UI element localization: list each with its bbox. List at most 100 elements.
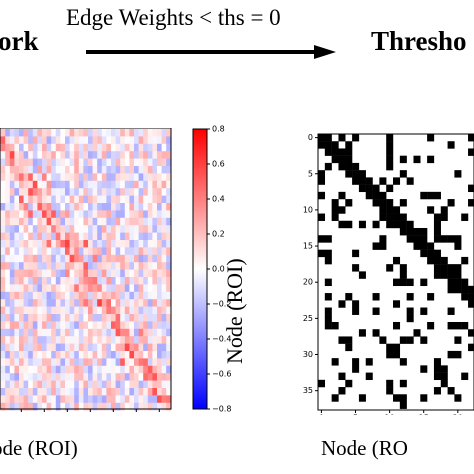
weighted-cell xyxy=(37,254,43,263)
weighted-cell xyxy=(88,343,93,352)
weighted-cell xyxy=(74,343,80,352)
edge-cell xyxy=(338,372,346,381)
weighted-cell xyxy=(65,306,70,315)
weighted-cell xyxy=(74,210,80,219)
weighted-cell xyxy=(143,158,149,167)
weighted-cell xyxy=(134,210,139,219)
weighted-cell xyxy=(32,388,38,396)
weighted-cell xyxy=(69,195,75,204)
weighted-cell xyxy=(115,129,121,137)
weighted-cell xyxy=(134,365,139,374)
weighted-cell xyxy=(23,321,29,330)
edge-cell xyxy=(468,300,474,308)
edge-cell xyxy=(338,206,346,214)
weighted-cell xyxy=(51,262,57,270)
colorbar-tick-label: 0.6 xyxy=(212,160,225,169)
weighted-cell xyxy=(60,351,66,359)
edge-cell xyxy=(468,184,474,193)
weighted-cell xyxy=(28,343,34,352)
weighted-cell xyxy=(9,291,15,300)
weighted-cell xyxy=(88,351,93,359)
weighted-cell xyxy=(83,203,89,211)
weighted-cell xyxy=(32,188,38,196)
weighted-cell xyxy=(83,373,89,381)
weighted-cell xyxy=(115,380,121,389)
weighted-cell xyxy=(138,240,144,248)
weighted-cell xyxy=(51,373,57,381)
weighted-cell xyxy=(83,232,89,241)
weighted-cell xyxy=(111,321,116,330)
weighted-cell xyxy=(19,143,24,152)
weighted-cell xyxy=(147,284,153,293)
weighted-cell xyxy=(55,225,61,233)
weighted-cell xyxy=(28,217,34,226)
weighted-cell xyxy=(83,336,89,344)
weighted-cell xyxy=(5,365,11,374)
weighted-cell xyxy=(0,129,6,137)
edge-cell xyxy=(461,321,469,330)
edge-cell xyxy=(454,264,462,272)
edge-cell xyxy=(386,264,394,272)
weighted-cell xyxy=(5,232,11,241)
weighted-cell xyxy=(101,195,107,204)
weighted-cell xyxy=(111,188,116,196)
weighted-cell xyxy=(134,291,139,300)
weighted-cell xyxy=(0,306,6,315)
weighted-cell xyxy=(92,395,98,404)
weighted-cell xyxy=(152,151,158,159)
weighted-cell xyxy=(65,247,70,256)
weighted-cell xyxy=(106,343,112,352)
weighted-cell xyxy=(83,262,89,270)
weighted-cell xyxy=(55,173,61,182)
weighted-cell xyxy=(74,143,80,152)
weighted-cell xyxy=(83,173,89,182)
weighted-cell xyxy=(124,395,130,404)
weighted-cell xyxy=(124,306,130,315)
weighted-cell xyxy=(101,158,107,167)
weighted-cell xyxy=(106,151,112,159)
edge-cell xyxy=(386,220,394,229)
weighted-cell xyxy=(78,254,84,263)
weighted-cell xyxy=(23,277,29,285)
weighted-cell xyxy=(69,210,75,219)
weighted-cell xyxy=(74,388,80,396)
weighted-cell xyxy=(37,158,43,167)
edge-cell xyxy=(433,235,441,243)
weighted-cell xyxy=(46,321,52,330)
weighted-cell xyxy=(106,277,112,285)
weighted-cell xyxy=(97,365,103,374)
weighted-cell xyxy=(166,321,172,330)
weighted-cell xyxy=(134,328,139,337)
weighted-cell xyxy=(161,254,167,263)
weighted-cell xyxy=(0,365,6,374)
weighted-cell xyxy=(37,373,43,381)
weighted-cell xyxy=(92,173,98,182)
weighted-cell xyxy=(46,240,52,248)
weighted-cell xyxy=(28,254,34,263)
weighted-cell xyxy=(134,180,139,189)
weighted-cell xyxy=(74,328,80,337)
weighted-cell xyxy=(74,225,80,233)
weighted-cell xyxy=(69,277,75,285)
weighted-cell xyxy=(42,380,47,389)
weighted-cell xyxy=(143,217,149,226)
weighted-cell xyxy=(166,173,172,182)
weighted-cell xyxy=(129,373,135,381)
weighted-cell xyxy=(115,232,121,241)
weighted-cell xyxy=(101,240,107,248)
weighted-cell xyxy=(23,240,29,248)
weighted-cell xyxy=(97,203,103,211)
weighted-cell xyxy=(23,262,29,270)
weighted-cell xyxy=(46,402,52,411)
weighted-cell xyxy=(19,321,24,330)
thresholded-x-tick-label: 5 xyxy=(353,414,358,415)
weighted-cell xyxy=(129,395,135,404)
weighted-cell xyxy=(88,314,93,322)
weighted-cell xyxy=(69,395,75,404)
weighted-cell xyxy=(60,158,66,167)
weighted-cell xyxy=(120,284,126,293)
weighted-cell xyxy=(14,395,20,404)
edge-cell xyxy=(372,191,380,200)
weighted-cell xyxy=(120,336,126,344)
weighted-cell xyxy=(74,351,80,359)
